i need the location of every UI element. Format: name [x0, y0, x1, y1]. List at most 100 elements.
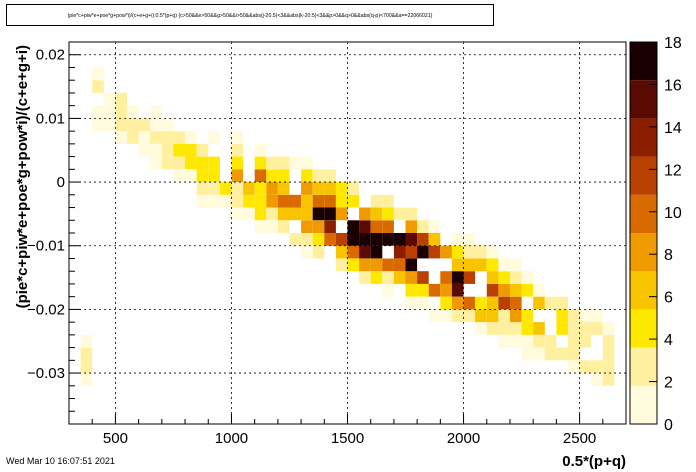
heatmap-cell — [266, 220, 278, 233]
heatmap-cell — [498, 258, 510, 272]
heatmap-cell — [231, 207, 244, 221]
heatmap-cell — [521, 347, 534, 361]
heatmap-cell — [266, 182, 278, 195]
heatmap-cell — [405, 296, 418, 310]
heatmap-cell — [463, 233, 476, 246]
heatmap-cell — [115, 118, 127, 132]
colorbar-tick-label: 10 — [664, 205, 682, 222]
heatmap-cell — [393, 271, 406, 284]
heatmap-cell — [428, 309, 441, 323]
colorbar-swatch — [630, 194, 657, 233]
heatmap-cell — [301, 220, 313, 233]
heatmap-cell — [451, 309, 464, 323]
heatmap-cell — [417, 271, 429, 284]
heatmap-cell — [289, 233, 302, 246]
heatmap-cell — [510, 334, 522, 348]
heatmap-cell — [475, 322, 487, 335]
heatmap-cell — [521, 283, 534, 297]
heatmap-cell — [498, 271, 510, 284]
heatmap-cell — [591, 322, 603, 335]
heatmap-cell — [393, 258, 406, 272]
heatmap-cell — [417, 283, 429, 297]
heatmap-cell — [510, 296, 522, 310]
heatmap-cell — [324, 220, 336, 233]
heatmap-cell — [254, 182, 267, 195]
heatmap-cell — [544, 347, 557, 361]
heatmap-cell — [335, 182, 348, 195]
heatmap-cell — [219, 194, 232, 208]
heatmap-cell — [312, 245, 325, 259]
heatmap-cell — [312, 194, 325, 208]
heatmap-cell — [103, 92, 116, 106]
heatmap-cell — [312, 233, 325, 246]
heatmap-cell — [463, 296, 476, 310]
date-stamp: Wed Mar 10 16:07:51 2021 — [6, 456, 115, 466]
heatmap-cell — [347, 182, 360, 195]
heatmap-cell — [544, 296, 557, 310]
heatmap-cell — [103, 118, 116, 132]
heatmap-cell — [405, 207, 418, 221]
colorbar-tick-label: 8 — [664, 247, 673, 264]
heatmap-cell — [556, 347, 568, 361]
heatmap-cell — [289, 156, 302, 170]
heatmap-cell — [208, 194, 220, 208]
heatmap-cell — [150, 118, 162, 132]
x-tick-label: 2000 — [447, 430, 480, 447]
heatmap-cell — [486, 245, 499, 259]
heatmap-cell — [301, 233, 313, 246]
heatmap-cell — [243, 194, 255, 208]
heatmap-cell — [521, 309, 534, 323]
heatmap-cell — [196, 182, 209, 195]
heatmap-cell — [254, 207, 267, 221]
heatmap-cell — [405, 220, 418, 233]
heatmap-cell — [579, 322, 592, 335]
heatmap-cell — [463, 309, 476, 323]
heatmap-cell — [393, 245, 406, 259]
heatmap-cell — [382, 271, 394, 284]
heatmap-cell — [324, 207, 336, 221]
heatmap-cell — [591, 373, 603, 386]
heatmap-cell — [266, 207, 278, 221]
heatmap-cell — [277, 194, 290, 208]
heatmap-cell — [231, 143, 244, 157]
heatmap-cell — [161, 143, 174, 157]
heatmap-cell — [382, 207, 394, 221]
colorbar-frame — [629, 41, 658, 425]
heatmap-cell — [510, 309, 522, 323]
heatmap-cell — [463, 245, 476, 259]
heatmap-cell — [579, 334, 592, 348]
heatmap-cell — [382, 220, 394, 233]
y-tick-label: −0.02 — [27, 301, 65, 318]
heatmap-cell — [347, 233, 360, 246]
heatmap-cell — [173, 169, 185, 182]
heatmap-cell — [301, 156, 313, 170]
heatmap-cell — [196, 156, 209, 170]
heatmap-cell — [405, 233, 418, 246]
heatmap-cell — [312, 169, 325, 182]
heatmap-cell — [451, 283, 464, 297]
heatmap-cell — [568, 334, 580, 348]
heatmap-cell — [243, 182, 255, 195]
heatmap-cell — [127, 131, 139, 144]
x-tick-label: 1000 — [215, 430, 248, 447]
colorbar: 0 2 4 6 8 10 12 14 16 18 — [629, 35, 682, 434]
heatmap-cell — [382, 258, 394, 272]
colorbar-swatch — [630, 156, 657, 195]
heatmap-cell — [115, 92, 127, 106]
heatmap-cell — [254, 143, 267, 157]
heatmap-cell — [451, 233, 464, 246]
heatmap-cell — [92, 67, 104, 81]
heatmap-cell — [405, 271, 418, 284]
heatmap-cell — [277, 182, 290, 195]
heatmap-cell — [417, 233, 429, 246]
heatmap-cell — [602, 360, 615, 373]
heatmap-cell — [440, 283, 452, 297]
heatmap-cell — [266, 169, 278, 182]
heatmap-cell — [405, 245, 418, 259]
heatmap-cell — [382, 233, 394, 246]
heatmap-cell — [359, 245, 371, 259]
x-axis-label: 0.5*(p+q) — [562, 453, 626, 470]
heatmap-cell — [92, 118, 104, 132]
heatmap-cell — [556, 309, 568, 323]
